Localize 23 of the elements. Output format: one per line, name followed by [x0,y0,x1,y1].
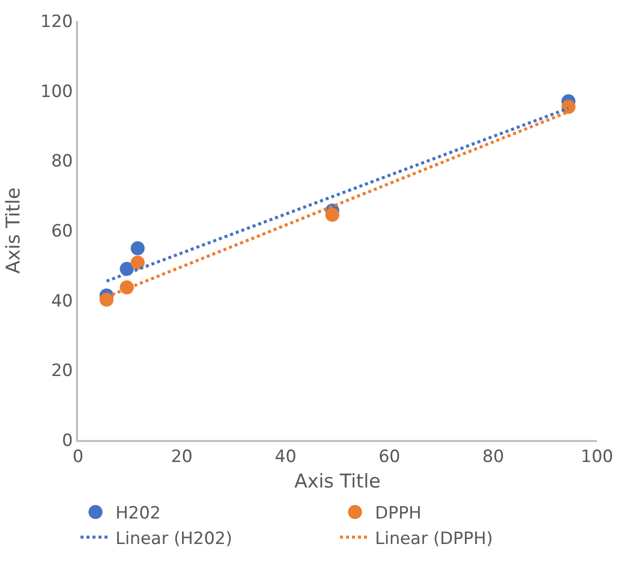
x-tick-label: 20 [170,447,193,468]
x-tick-label: 80 [482,447,504,468]
legend-label: Linear (DPPH) [375,528,493,549]
y-tick-label: 40 [51,291,73,312]
y-tick-label: 120 [40,12,73,32]
x-tick-label: 40 [274,447,296,468]
y-tick-label: 80 [51,152,73,172]
x-tick-label: 100 [580,447,614,468]
y-tick-label: 20 [51,361,73,382]
y-axis-title: Axis Title [2,187,25,274]
legend-label: Linear (H202) [116,528,232,549]
x-tick-label: 60 [378,447,400,468]
point [325,208,340,222]
legend-label: DPPH [375,504,422,524]
y-tick-label: 60 [51,221,73,242]
x-axis-title: Axis Title [294,470,381,492]
y-tick-label: 100 [40,82,73,102]
legend-label: H202 [116,504,161,524]
y-tick-label: 0 [62,430,73,451]
point [100,292,114,307]
point [130,256,145,270]
point [130,241,145,256]
point [561,100,576,114]
